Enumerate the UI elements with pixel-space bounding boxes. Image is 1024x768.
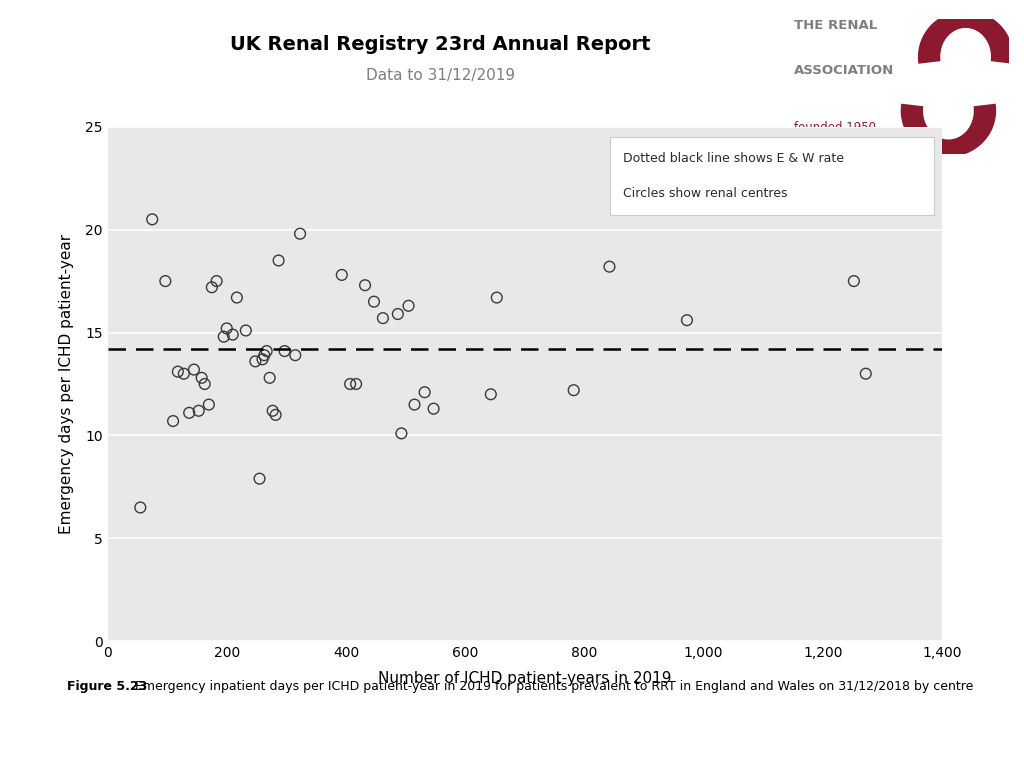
Y-axis label: Emergency days per ICHD patient-year: Emergency days per ICHD patient-year	[59, 234, 74, 534]
Text: Emergency inpatient days per ICHD patient-year in 2019 for patients prevalent to: Emergency inpatient days per ICHD patien…	[131, 680, 974, 693]
Text: UK Renal Registry 23rd Annual Report: UK Renal Registry 23rd Annual Report	[230, 35, 650, 54]
Point	[679, 314, 695, 326]
Point	[201, 399, 217, 411]
Point	[194, 372, 210, 384]
Point	[209, 275, 225, 287]
Text: Data to 31/12/2019: Data to 31/12/2019	[366, 68, 515, 83]
Point	[190, 405, 207, 417]
Point	[565, 384, 582, 396]
Point	[356, 279, 373, 291]
Point	[400, 300, 417, 312]
Point	[292, 227, 308, 240]
Point	[846, 275, 862, 287]
Text: founded 1950: founded 1950	[794, 121, 876, 134]
Point	[132, 502, 148, 514]
Point	[857, 368, 873, 380]
Point	[165, 415, 181, 427]
Point	[251, 472, 267, 485]
Point	[348, 378, 365, 390]
Polygon shape	[901, 104, 996, 157]
Point	[342, 378, 358, 390]
Point	[185, 363, 202, 376]
Text: THE RENAL: THE RENAL	[794, 19, 877, 32]
Polygon shape	[918, 11, 1014, 64]
Point	[287, 349, 303, 361]
X-axis label: Number of ICHD patient-years in 2019: Number of ICHD patient-years in 2019	[378, 671, 672, 687]
Point	[482, 388, 499, 400]
Point	[216, 330, 232, 343]
Point	[375, 312, 391, 324]
Point	[270, 254, 287, 266]
Point	[256, 349, 272, 361]
Point	[258, 345, 274, 357]
Point	[488, 291, 505, 303]
Point	[261, 372, 278, 384]
Point	[264, 405, 281, 417]
Point	[366, 296, 382, 308]
Point	[218, 323, 234, 335]
Point	[417, 386, 433, 399]
Text: ASSOCIATION: ASSOCIATION	[794, 64, 894, 77]
Point	[181, 407, 198, 419]
Point	[238, 324, 254, 336]
Point	[197, 378, 213, 390]
Point	[204, 281, 220, 293]
Point	[334, 269, 350, 281]
Point	[254, 353, 270, 366]
Point	[170, 366, 186, 378]
Point	[228, 291, 245, 303]
Point	[393, 427, 410, 439]
Point	[267, 409, 284, 421]
Point	[276, 345, 293, 357]
Point	[144, 214, 161, 226]
Point	[601, 260, 617, 273]
Point	[157, 275, 173, 287]
Point	[425, 402, 441, 415]
Point	[247, 356, 263, 368]
Point	[224, 329, 241, 341]
Point	[407, 399, 423, 411]
Point	[176, 368, 193, 380]
Text: Figure 5.23: Figure 5.23	[67, 680, 146, 693]
Point	[390, 308, 407, 320]
